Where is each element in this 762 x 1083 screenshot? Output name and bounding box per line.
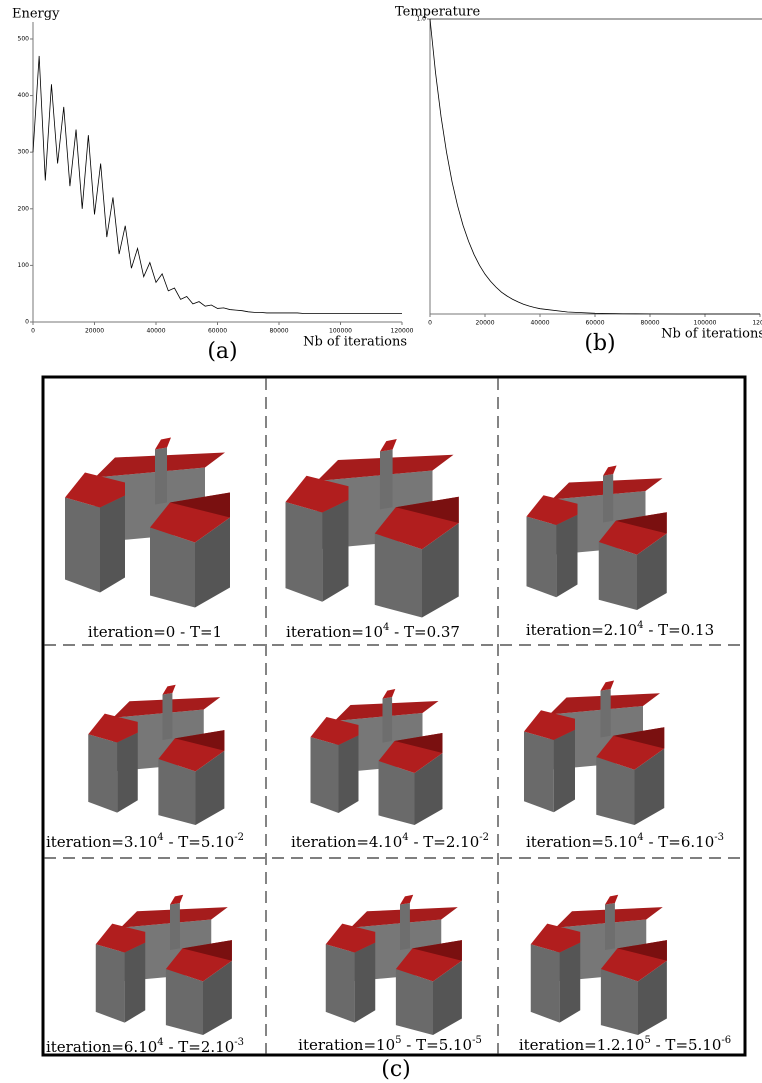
caption-superscript: 4 xyxy=(637,620,643,631)
caption-superscript: 4 xyxy=(383,622,389,633)
caption-superscript: -6 xyxy=(721,1035,731,1046)
building-render xyxy=(526,465,667,610)
building-render xyxy=(310,689,443,825)
building-render xyxy=(65,437,230,608)
caption-superscript: 4 xyxy=(157,832,163,843)
caption: iteration=0 - T=1 xyxy=(88,623,222,641)
y-tick-label: 200 xyxy=(18,205,30,212)
x-axis-label: Nb of iterations xyxy=(303,335,407,350)
caption-text: iteration=3.10 xyxy=(46,833,157,851)
x-tick-label: 20000 xyxy=(475,320,494,327)
caption: iteration=4.104 - T=2.10-2 xyxy=(291,832,489,851)
building-render xyxy=(325,894,462,1035)
y-tick-label: 500 xyxy=(18,35,30,42)
building-render xyxy=(524,680,665,825)
y-tick-label: 400 xyxy=(18,92,30,99)
caption-superscript: 4 xyxy=(157,1037,163,1048)
caption: iteration=6.104 - T=2.10-3 xyxy=(46,1037,244,1056)
chart-title: Temperature xyxy=(395,5,480,20)
caption-superscript: 4 xyxy=(402,832,408,843)
y-tick-label: 300 xyxy=(18,149,30,156)
caption-superscript: -5 xyxy=(472,1035,482,1046)
chart-title: Energy xyxy=(12,7,60,22)
x-axis-label: Nb of iterations xyxy=(661,327,762,342)
caption-text: iteration=4.10 xyxy=(291,833,402,851)
data-line xyxy=(32,55,402,314)
x-tick-label: 100000 xyxy=(329,328,352,335)
caption-text: iteration=10 xyxy=(298,1036,395,1054)
caption-text: - T=5.10 xyxy=(651,1036,722,1054)
x-tick-label: 60000 xyxy=(208,328,227,335)
caption-superscript: -3 xyxy=(234,1037,244,1048)
x-tick-label: 100000 xyxy=(694,320,717,327)
x-tick-label: 120000 xyxy=(391,328,414,335)
caption: iteration=2.104 - T=0.13 xyxy=(526,620,714,639)
caption-superscript: -2 xyxy=(479,832,489,843)
x-tick-label: 0 xyxy=(428,320,432,327)
caption: iteration=3.104 - T=5.10-2 xyxy=(46,832,244,851)
caption-text: iteration=5.10 xyxy=(526,833,637,851)
caption-text: iteration=1.2.10 xyxy=(519,1036,645,1054)
x-tick-label: 80000 xyxy=(640,320,659,327)
caption: iteration=105 - T=5.10-5 xyxy=(298,1035,482,1054)
y-tick-label: 100 xyxy=(18,262,30,269)
caption-superscript: -2 xyxy=(234,832,244,843)
caption-text: - T=0.37 xyxy=(389,623,460,641)
caption-text: - T=2.10 xyxy=(409,833,480,851)
building-render xyxy=(95,894,232,1035)
caption-text: iteration=2.10 xyxy=(526,621,637,639)
caption-text: iteration=0 - T=1 xyxy=(88,623,222,641)
x-tick-label: 80000 xyxy=(269,328,288,335)
caption-superscript: -3 xyxy=(714,832,724,843)
panel-label: (b) xyxy=(584,331,615,356)
caption-text: iteration=10 xyxy=(286,623,383,641)
building-render xyxy=(285,439,459,618)
caption-text: - T=2.10 xyxy=(164,1038,235,1056)
data-line xyxy=(429,18,760,315)
building-render xyxy=(530,894,667,1035)
caption: iteration=5.104 - T=6.10-3 xyxy=(526,832,724,851)
caption-superscript: 5 xyxy=(395,1035,401,1046)
x-tick-label: 20000 xyxy=(85,328,104,335)
caption: iteration=104 - T=0.37 xyxy=(286,622,460,641)
caption-text: - T=0.13 xyxy=(644,621,715,639)
caption-text: - T=6.10 xyxy=(644,833,715,851)
x-tick-label: 0 xyxy=(31,328,35,335)
grid-dividers xyxy=(44,378,744,1054)
panel-label: (a) xyxy=(207,339,237,364)
renders xyxy=(65,437,667,1035)
y-tick-label: 1.0 xyxy=(416,16,426,23)
caption-text: iteration=6.10 xyxy=(46,1038,157,1056)
building-render xyxy=(88,684,225,825)
caption-text: - T=5.10 xyxy=(402,1036,473,1054)
panel-label: (c) xyxy=(381,1057,411,1082)
panel-frame xyxy=(41,375,747,1057)
x-tick-label: 40000 xyxy=(146,328,165,335)
caption: iteration=1.2.105 - T=5.10-6 xyxy=(519,1035,731,1054)
x-tick-label: 60000 xyxy=(585,320,604,327)
y-tick-label: 0 xyxy=(25,319,29,326)
caption-superscript: 5 xyxy=(644,1035,650,1046)
x-tick-label: 1200 xyxy=(752,320,762,327)
caption-superscript: 4 xyxy=(637,832,643,843)
caption-text: - T=5.10 xyxy=(164,833,235,851)
x-tick-label: 40000 xyxy=(530,320,549,327)
